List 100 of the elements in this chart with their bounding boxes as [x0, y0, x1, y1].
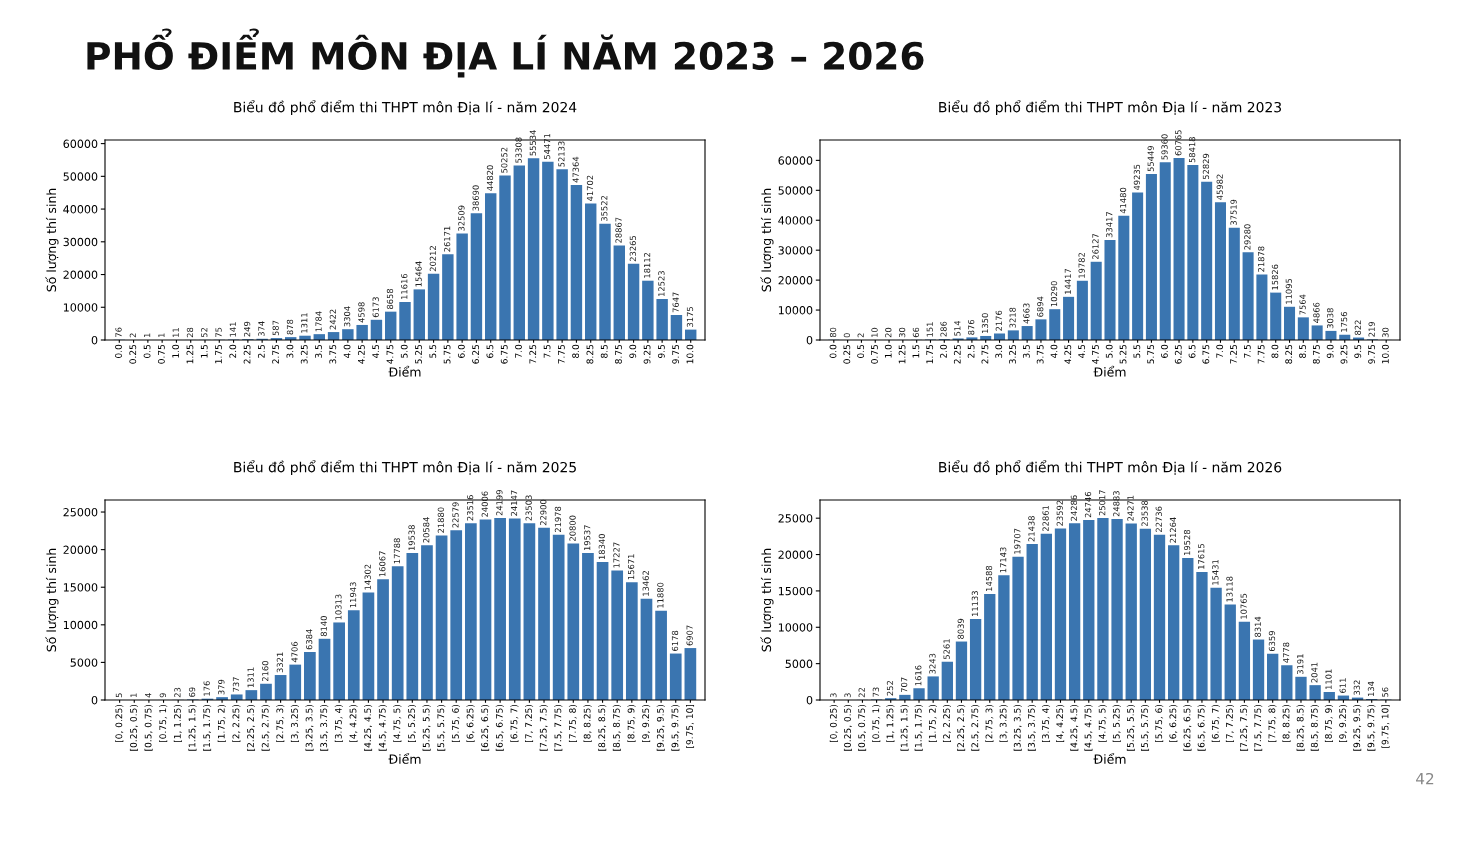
x-tick-label: [6, 6.25) — [1169, 704, 1178, 743]
chart-title: Biểu đồ phổ điểm thi THPT môn Địa lí - năm 2025 — [234, 460, 576, 476]
x-tick-label: 4.25 — [357, 344, 365, 364]
data-label: 19707 — [1014, 528, 1021, 554]
x-tick-label: 4.75 — [386, 344, 394, 364]
x-tick-label: 8.0 — [1271, 344, 1279, 358]
x-tick-label: [4.5, 4.75) — [1084, 704, 1093, 751]
data-label: 13462 — [642, 571, 649, 596]
y-tick-label: 10000 — [778, 306, 813, 315]
data-label: 332 — [1353, 680, 1360, 695]
data-label: 28867 — [615, 217, 622, 243]
data-label: 15431 — [1212, 559, 1219, 585]
data-label: 3243 — [929, 653, 936, 674]
x-tick-label: 6.5 — [1188, 344, 1196, 358]
x-tick-label: [7.25, 7.5) — [539, 704, 548, 751]
x-tick-label: [2.5, 2.75) — [261, 704, 270, 751]
y-axis-title: Số lượng thí sinh — [760, 548, 774, 652]
data-label: 56 — [1381, 687, 1389, 697]
chart-title: Biểu đồ phổ điểm thi THPT môn Địa lí - năm 2023 — [939, 100, 1282, 116]
data-label: 10765 — [1240, 593, 1247, 619]
x-tick-label: [5, 5.25) — [407, 704, 416, 743]
x-tick-label: [2.25, 2.5) — [246, 704, 256, 751]
x-tick-label: [0.25, 0.5) — [843, 704, 852, 751]
x-tick-label: 2.25 — [243, 344, 251, 364]
data-label: 1101 — [1325, 669, 1332, 689]
x-tick-label: 3.0 — [286, 344, 294, 358]
x-tick-label: [0, 0.25) — [115, 704, 124, 743]
data-label: 21438 — [1028, 516, 1035, 542]
data-label: 4598 — [358, 302, 365, 323]
x-tick-label: [5.25, 5.5) — [1126, 704, 1135, 751]
x-tick-label: 4.25 — [1064, 344, 1072, 364]
data-label: 69 — [188, 687, 196, 697]
x-tick-label: [9, 9.25) — [1339, 704, 1348, 743]
x-tick-label: [4.75, 5) — [1098, 704, 1107, 743]
y-tick-label: 20000 — [778, 276, 813, 285]
x-tick-label: 5.0 — [1105, 344, 1113, 358]
data-label: 9 — [159, 693, 166, 698]
x-tick-label: [4.75, 5) — [393, 704, 402, 743]
x-tick-label: [4.5, 4.75) — [378, 704, 387, 751]
y-axis-title: Số lượng thí sinh — [45, 188, 59, 292]
data-label: 26171 — [443, 226, 451, 252]
data-label: 50252 — [501, 147, 508, 173]
x-tick-label: 7.5 — [543, 344, 551, 358]
x-tick-label: [3.25, 3.5) — [305, 704, 314, 751]
data-label: 219 — [1368, 321, 1375, 337]
x-tick-label: 4.0 — [1050, 344, 1058, 359]
x-tick-label: [7.5, 7.75) — [554, 704, 563, 751]
data-label: 134 — [1367, 681, 1375, 697]
x-tick-label: [4.25, 4.5) — [364, 704, 373, 751]
data-label: 4866 — [1313, 302, 1320, 323]
data-label: 17788 — [393, 538, 401, 564]
data-label: 24746 — [1084, 491, 1092, 518]
x-tick-label: 4.0 — [343, 344, 351, 359]
x-tick-label: 0.25 — [129, 344, 137, 364]
data-label: 3304 — [343, 306, 351, 327]
x-tick-label: 2.5 — [257, 344, 265, 358]
x-tick-label: 9.0 — [629, 344, 637, 358]
data-label: 76 — [115, 327, 122, 337]
y-tick-label: 20000 — [63, 270, 98, 279]
x-tick-label: [0, 0.25) — [829, 704, 838, 743]
data-label: 44820 — [486, 165, 494, 191]
x-tick-label: [0.25, 0.5) — [129, 704, 138, 751]
data-label: 23265 — [629, 235, 636, 262]
x-tick-label: 0.0 — [829, 344, 837, 358]
x-tick-label: [6, 6.25) — [466, 704, 475, 743]
y-tick-label: 60000 — [63, 139, 98, 148]
data-label: 20584 — [423, 517, 430, 543]
data-label: 6384 — [305, 629, 313, 650]
x-tick-label: 2.75 — [272, 344, 280, 364]
data-label: 141 — [229, 322, 236, 337]
data-label: 822 — [1354, 320, 1361, 335]
x-tick-label: [7.75, 8) — [1268, 704, 1277, 743]
data-label: 47364 — [572, 156, 579, 183]
x-tick-label: 0.5 — [857, 344, 865, 358]
data-label: 20800 — [569, 515, 576, 541]
x-tick-label: 10.0 — [686, 344, 694, 364]
x-tick-label: 9.5 — [1354, 344, 1362, 358]
data-label: 514 — [954, 320, 961, 336]
data-label: 0 — [843, 333, 851, 338]
data-label: 22579 — [452, 502, 459, 528]
data-label: 41480 — [1119, 187, 1127, 214]
data-label: 707 — [900, 677, 908, 693]
data-label: 80 — [829, 327, 837, 338]
x-tick-label: [6.5, 6.75) — [1197, 704, 1206, 751]
y-tick-label: 60000 — [778, 156, 813, 165]
x-tick-label: 9.25 — [1340, 344, 1348, 364]
text: 42 — [1416, 772, 1434, 785]
data-label: 22736 — [1155, 506, 1162, 532]
data-label: 2176 — [995, 310, 1002, 331]
chart-title: Biểu đồ phổ điểm thi THPT môn Địa lí - năm 2024 — [234, 100, 577, 116]
x-tick-label: [2.75, 3) — [276, 704, 285, 743]
data-label: 52 — [201, 327, 208, 338]
data-label: 8314 — [1254, 616, 1261, 637]
y-tick-label: 50000 — [63, 172, 98, 181]
x-tick-label: 6.25 — [1174, 344, 1182, 364]
x-tick-label: [6.75, 7) — [510, 704, 519, 743]
data-label: 3191 — [1297, 654, 1304, 675]
data-label: 35522 — [601, 195, 608, 222]
x-tick-label: [5, 5.25) — [1112, 704, 1121, 743]
data-label: 28 — [186, 327, 194, 338]
